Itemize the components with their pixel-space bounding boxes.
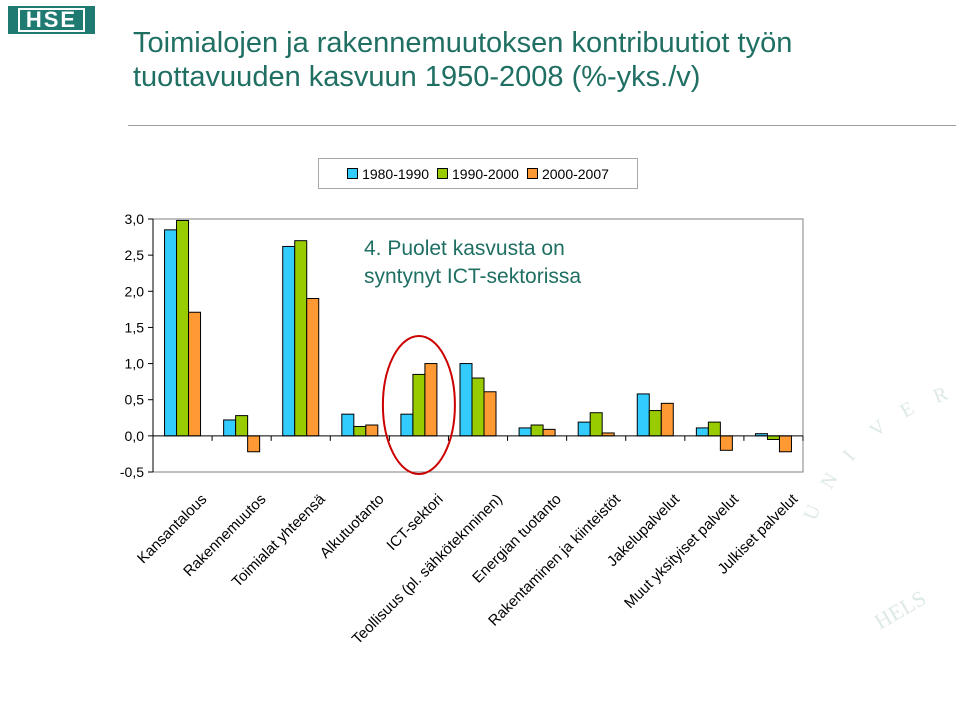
chart-legend: 1980-1990 1990-2000 2000-2007: [318, 158, 638, 189]
y-tick-label: 0,0: [125, 428, 145, 444]
legend-item-1990-2000: 1990-2000: [437, 166, 519, 182]
slide-title: Toimialojen ja rakennemuutoksen kontribu…: [133, 27, 793, 93]
hse-logo-text: HSE: [17, 8, 86, 32]
bar-1990-2000: [766, 435, 780, 440]
bar-1990-2000: [294, 240, 308, 437]
ict-highlight-ellipse: [381, 335, 456, 475]
bar-1990-2000: [648, 410, 662, 437]
bar-1980-1990: [282, 245, 296, 437]
bar-2000-2007: [365, 424, 379, 437]
bar-1990-2000: [530, 424, 544, 437]
category-label: Alkutuotanto: [317, 491, 388, 562]
y-tick-label: 1,0: [125, 356, 145, 372]
annotation-line-1: 4. Puolet kasvusta on: [364, 237, 565, 260]
bar-1980-1990: [164, 229, 178, 437]
bar-2000-2007: [188, 311, 202, 437]
y-tick-label: 2,5: [125, 247, 145, 263]
bar-2000-2007: [778, 435, 792, 453]
bar-1980-1990: [577, 421, 591, 437]
category-label: Muut yksityiset palvelut: [621, 490, 743, 612]
bar-2000-2007: [483, 391, 497, 437]
bar-1990-2000: [176, 219, 190, 437]
title-divider: [128, 125, 956, 126]
annotation-line-2: syntynyt ICT-sektorissa: [364, 265, 581, 288]
category-label: ICT-sektori: [383, 491, 446, 554]
y-tick-label: 3,0: [125, 211, 145, 227]
university-watermark: UNIVERSITASHELS: [800, 382, 952, 634]
bar-1980-1990: [400, 413, 414, 437]
bar-1980-1990: [636, 393, 650, 437]
legend-label-1980-1990: 1980-1990: [362, 165, 430, 182]
bar-2000-2007: [719, 435, 733, 451]
legend-label-2000-2007: 2000-2007: [541, 165, 609, 182]
bar-1980-1990: [223, 419, 237, 437]
bar-1980-1990: [695, 427, 709, 437]
bar-1990-2000: [353, 425, 367, 437]
y-tick-label: -0,5: [120, 464, 144, 480]
legend-swatch-1990-2000: [437, 168, 449, 179]
hse-logo: HSE: [8, 6, 95, 34]
legend-swatch-1980-1990: [347, 168, 359, 179]
bar-1990-2000: [589, 412, 603, 437]
bar-1990-2000: [471, 377, 485, 437]
y-tick-label: 2,0: [125, 283, 145, 299]
legend-label-1990-2000: 1990-2000: [452, 165, 519, 182]
bar-2000-2007: [306, 298, 320, 437]
bar-2000-2007: [247, 435, 261, 453]
bar-2000-2007: [424, 363, 438, 437]
bar-1980-1990: [518, 427, 532, 437]
y-tick-label: 1,5: [125, 319, 145, 335]
legend-item-2000-2007: 2000-2007: [526, 165, 609, 182]
bar-1990-2000: [235, 415, 249, 437]
y-tick-label: 0,5: [125, 392, 145, 408]
legend-item-1980-1990: 1980-1990: [347, 166, 429, 182]
bar-1980-1990: [459, 363, 473, 437]
bar-2000-2007: [542, 428, 556, 437]
bar-1990-2000: [707, 421, 721, 437]
bar-2000-2007: [660, 402, 674, 437]
bar-1980-1990: [341, 413, 355, 437]
bar-1990-2000: [412, 373, 426, 437]
legend-swatch-2000-2007: [526, 168, 538, 179]
